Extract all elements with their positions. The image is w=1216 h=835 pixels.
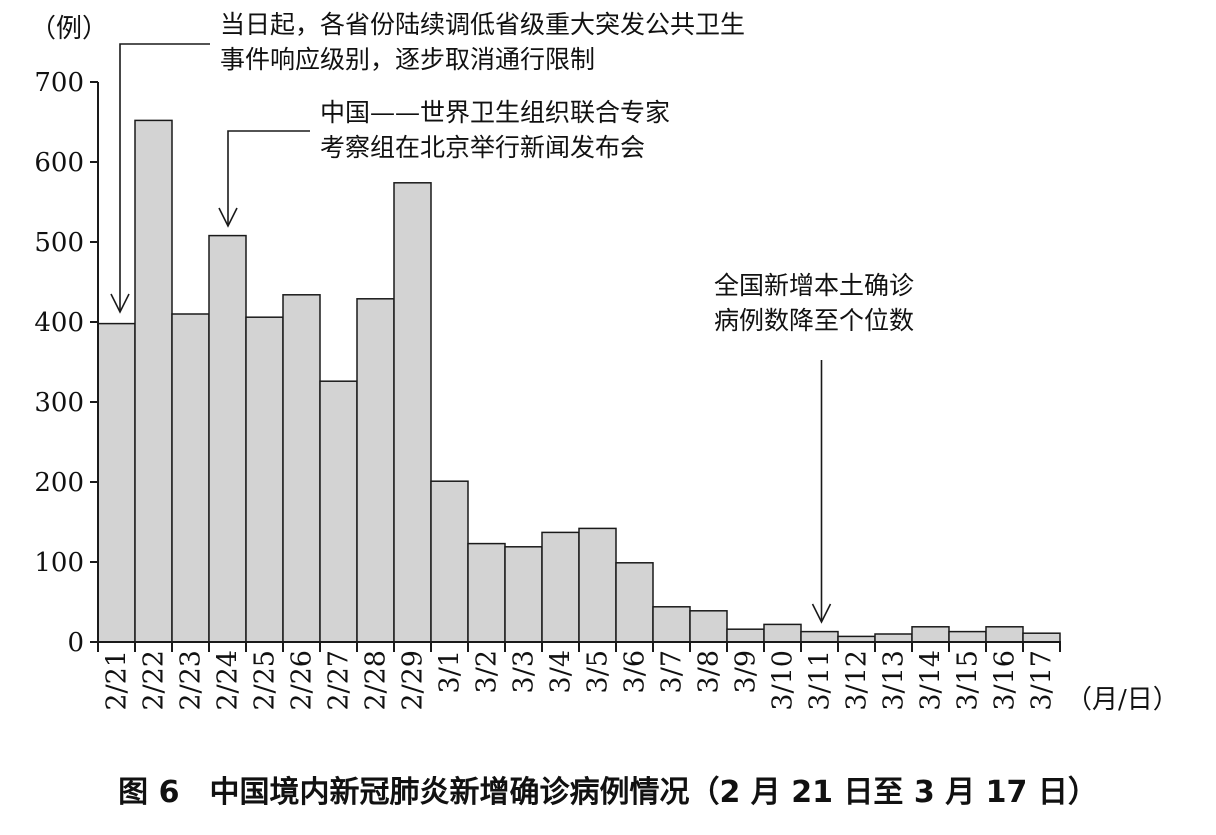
x-tick-label: 2/26 xyxy=(287,650,318,711)
annotation-text: 全国新增本土确诊 xyxy=(714,271,914,300)
annotations-group: 当日起，各省份陆续调低省级重大突发公共卫生事件响应级别，逐步取消通行限制中国——… xyxy=(110,10,914,624)
y-tick-label: 200 xyxy=(34,468,84,498)
y-tick-label: 700 xyxy=(34,68,84,98)
annotation-text: 事件响应级别，逐步取消通行限制 xyxy=(220,45,595,74)
x-tick-label: 3/6 xyxy=(620,650,651,693)
bar-2-21 xyxy=(97,322,136,643)
bar-3-13 xyxy=(874,633,913,643)
bar-3-3 xyxy=(504,546,543,643)
x-tick-label: 3/12 xyxy=(842,650,873,711)
bar-2-28 xyxy=(356,298,395,643)
bar-3-2 xyxy=(467,542,506,643)
bar-3-17 xyxy=(1022,632,1061,643)
annotation-text: 考察组在北京举行新闻发布会 xyxy=(320,133,645,162)
annotation-arrowhead xyxy=(218,207,238,228)
x-tick-label: 3/14 xyxy=(916,650,947,711)
x-tick-label: 3/15 xyxy=(953,650,984,711)
annotation-arrowhead xyxy=(811,603,832,624)
x-tick-label: 3/5 xyxy=(583,650,614,693)
x-tick-label: 2/21 xyxy=(102,650,133,711)
x-tick-label: 2/28 xyxy=(361,650,392,711)
y-tick-label: 500 xyxy=(34,228,84,258)
bar-2-22 xyxy=(134,119,173,643)
y-axis-label: （例） xyxy=(30,14,108,44)
annotation-arrow-line xyxy=(119,43,210,312)
bar-2-29 xyxy=(393,182,432,643)
bar-3-16 xyxy=(985,626,1024,643)
x-tick-label: 2/24 xyxy=(213,650,244,711)
bar-3-1 xyxy=(430,480,469,643)
x-tick-label: 3/16 xyxy=(990,650,1021,711)
x-tick-label: 3/1 xyxy=(435,650,466,693)
bar-2-26 xyxy=(282,294,321,643)
x-tick-label: 3/13 xyxy=(879,650,910,711)
x-tick-label: 3/10 xyxy=(768,650,799,711)
x-tick-label: 3/2 xyxy=(472,650,503,693)
bar-3-11 xyxy=(800,630,839,643)
bar-2-25 xyxy=(245,316,284,643)
x-tick-label: 3/8 xyxy=(694,650,725,693)
x-ticks-group: 2/21 2/22 2/23 2/24 2/25 2/26 2/27 2/28 2/29 3/1 3… xyxy=(97,642,1061,711)
bars-group xyxy=(97,119,1061,643)
bar-3-9 xyxy=(726,628,765,643)
x-tick-label: 2/22 xyxy=(139,650,170,711)
x-tick-label: 2/29 xyxy=(398,650,429,711)
y-ticks-group: 0 100 200 300 400 500 600 700 xyxy=(34,68,98,658)
x-tick-label: 3/9 xyxy=(731,650,762,693)
annotation-text: 当日起，各省份陆续调低省级重大突发公共卫生 xyxy=(220,10,745,39)
y-tick-label: 100 xyxy=(34,548,84,578)
bar-3-5 xyxy=(578,527,617,643)
y-tick-label: 600 xyxy=(34,148,84,178)
annotation-text: 病例数降至个位数 xyxy=(714,306,914,335)
x-tick-label: 3/3 xyxy=(509,650,540,693)
y-tick-label: 400 xyxy=(34,308,84,338)
x-tick-label: 3/11 xyxy=(805,650,836,711)
bar-3-10 xyxy=(763,623,802,643)
x-tick-label: 3/4 xyxy=(546,650,577,693)
x-tick-label: 2/27 xyxy=(324,650,355,711)
x-tick-label: 2/25 xyxy=(250,650,281,711)
y-tick-label: 300 xyxy=(34,388,84,418)
bar-3-6 xyxy=(615,562,654,643)
bar-3-4 xyxy=(541,531,580,643)
bar-3-14 xyxy=(911,626,950,643)
x-tick-label: 2/23 xyxy=(176,650,207,711)
bar-3-8 xyxy=(689,610,728,643)
bar-2-24 xyxy=(208,234,247,643)
bar-2-27 xyxy=(319,380,358,643)
bar-3-7 xyxy=(652,606,691,643)
annotation-text: 中国——世界卫生组织联合专家 xyxy=(320,98,670,127)
bar-2-23 xyxy=(171,313,210,643)
x-tick-label: 3/17 xyxy=(1027,650,1058,711)
bar-3-15 xyxy=(948,630,987,643)
annotation-arrowhead xyxy=(110,293,130,314)
x-tick-label: 3/7 xyxy=(657,650,688,693)
y-tick-label: 0 xyxy=(67,628,84,658)
annotation-arrow-line xyxy=(227,130,310,226)
figure-caption: 图 6 中国境内新冠肺炎新增确诊病例情况（2 月 21 日至 3 月 17 日） xyxy=(118,775,1098,810)
x-axis-label: （月/日） xyxy=(1066,685,1179,715)
